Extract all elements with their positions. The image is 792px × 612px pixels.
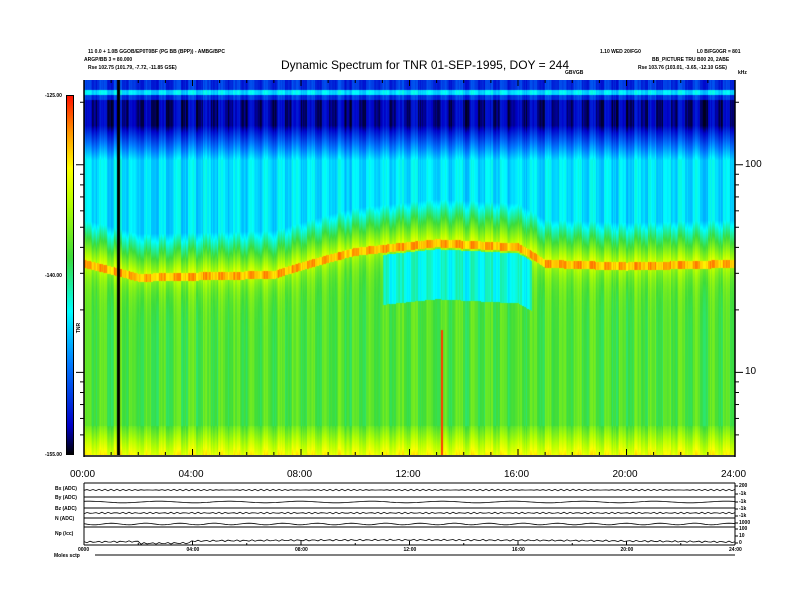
spectrogram-heatmap: [84, 80, 735, 455]
panel-x-tick-label: 0000: [78, 547, 90, 553]
colorbar-tick-max: -125.00: [45, 93, 62, 99]
panel-x-tick-label: 24:00: [729, 547, 742, 553]
chart-title: Dynamic Spectrum for TNR 01-SEP-1995, DO…: [281, 58, 570, 72]
panel-trace: [83, 488, 736, 492]
panel-label: By (ADC): [55, 495, 77, 501]
colorbar-tick-min: -155.00: [45, 452, 62, 458]
panel-x-tick-label: 04:00: [186, 547, 200, 553]
info-line-2: ARGP/BB 3 = 80.000: [84, 57, 133, 63]
panel-right-tick: -1k: [739, 506, 747, 512]
panel-right-tick: 0: [739, 540, 742, 546]
panel-trace: [83, 511, 736, 515]
marker-label: GBVGB: [565, 70, 584, 76]
panel-right-tick: 100: [739, 526, 748, 532]
panel-trace: [83, 500, 736, 504]
position-left: Rse 102.75 (101.79, -7.72, -11.85 GSE): [88, 65, 177, 71]
unit-label: kHz: [738, 70, 747, 76]
panel-trace: [83, 522, 736, 526]
position-right: Rse 103.76 (103.01, -3.65, -12.10 GSE): [638, 65, 727, 71]
info-right-2: L0 B/FG0GR = 801: [697, 49, 741, 55]
x-tick-label: 16:00: [504, 469, 530, 480]
panel-label: Np (/cc): [55, 531, 74, 537]
y-tick-10: 10: [745, 366, 757, 377]
panel-right-tick: 1000: [739, 520, 751, 526]
panel-right-tick: 200: [739, 483, 748, 489]
panel-right-tick: 10: [739, 533, 745, 539]
panel-right-tick: -1k: [739, 513, 747, 519]
colorbar-tick-mid: -140.00: [45, 273, 62, 279]
panel-right-tick: -1k: [739, 499, 747, 505]
x-tick-label: 04:00: [178, 469, 204, 480]
panel-label: Bx (ADC): [55, 486, 77, 492]
panel-right-tick: -1k: [739, 491, 747, 497]
x-tick-label: 12:00: [395, 469, 421, 480]
panel-x-tick-label: 20:00: [620, 547, 634, 553]
colorbar: [66, 95, 74, 455]
x-tick-label: 00:00: [70, 469, 96, 480]
panel-label: Bz (ADC): [55, 506, 77, 512]
panel-x-tick-label: 12:00: [403, 547, 417, 553]
footer-label: Moles sctp: [54, 553, 80, 559]
x-tick-label: 08:00: [287, 469, 313, 480]
x-tick-label: 20:00: [612, 469, 638, 480]
y-tick-100: 100: [745, 159, 762, 170]
panel-x-tick-label: 16:00: [512, 547, 525, 553]
info-right-1: 1.10 WED 20/FG0: [600, 49, 641, 55]
info-right-3: BB_PICTURE TRU B00 20, 2ABE: [652, 57, 730, 63]
panel-label: N (ADC): [55, 516, 75, 522]
x-tick-label: 24:00: [721, 469, 747, 480]
panel-x-tick-label: 08:00: [295, 547, 308, 553]
info-line-1: 11 0.0 + 1.0B GGOB/EP0T0BF (PG BB (BPP))…: [88, 49, 225, 55]
